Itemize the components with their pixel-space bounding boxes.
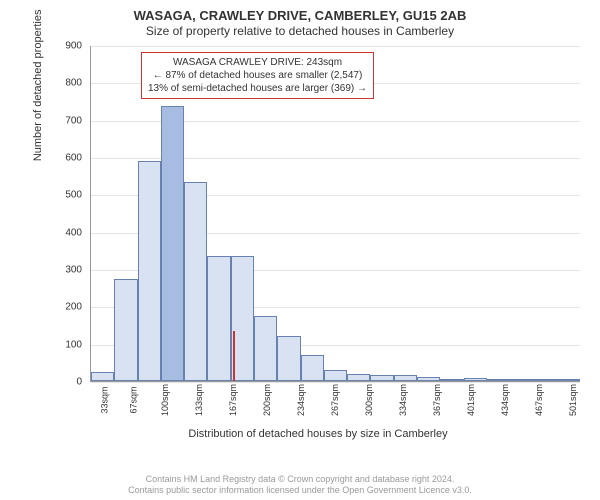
y-tick: 800 bbox=[65, 78, 82, 89]
y-axis-label: Number of detached properties bbox=[32, 10, 44, 162]
footer-line-2: Contains public sector information licen… bbox=[0, 485, 600, 496]
y-tick: 600 bbox=[65, 153, 82, 164]
y-axis: 0100200300400500600700800900 bbox=[56, 46, 86, 416]
y-tick: 700 bbox=[65, 115, 82, 126]
footer-attribution: Contains HM Land Registry data © Crown c… bbox=[0, 474, 600, 496]
x-tick: 100sqm bbox=[148, 382, 182, 416]
bar bbox=[138, 161, 161, 381]
bar bbox=[394, 375, 417, 381]
bar bbox=[161, 106, 184, 381]
bar bbox=[440, 379, 463, 381]
chart-container: WASAGA, CRAWLEY DRIVE, CAMBERLEY, GU15 2… bbox=[0, 0, 600, 500]
footer-line-1: Contains HM Land Registry data © Crown c… bbox=[0, 474, 600, 485]
bar bbox=[510, 379, 533, 381]
bar bbox=[114, 279, 137, 381]
bar bbox=[487, 379, 510, 381]
chart-subtitle: Size of property relative to detached ho… bbox=[0, 23, 600, 38]
bar bbox=[464, 378, 487, 381]
bar bbox=[91, 372, 114, 381]
bar bbox=[207, 256, 230, 381]
x-tick: 300sqm bbox=[352, 382, 386, 416]
annot-line-3: 13% of semi-detached houses are larger (… bbox=[148, 82, 367, 95]
x-tick: 501sqm bbox=[556, 382, 590, 416]
x-tick: 367sqm bbox=[420, 382, 454, 416]
bar bbox=[184, 182, 207, 381]
x-tick: 467sqm bbox=[522, 382, 556, 416]
y-tick: 0 bbox=[76, 377, 82, 388]
annot-line-1: WASAGA CRAWLEY DRIVE: 243sqm bbox=[148, 56, 367, 69]
chart-title: WASAGA, CRAWLEY DRIVE, CAMBERLEY, GU15 2… bbox=[0, 0, 600, 23]
bar bbox=[301, 355, 324, 381]
x-tick: 67sqm bbox=[117, 384, 151, 413]
bar bbox=[370, 375, 393, 381]
y-tick: 200 bbox=[65, 302, 82, 313]
annotation-box: WASAGA CRAWLEY DRIVE: 243sqm ← 87% of de… bbox=[141, 52, 374, 99]
y-tick: 100 bbox=[65, 339, 82, 350]
annot-line-2: ← 87% of detached houses are smaller (2,… bbox=[148, 69, 367, 82]
bar bbox=[277, 336, 300, 381]
bar bbox=[347, 374, 370, 381]
bar bbox=[254, 316, 277, 381]
y-tick: 500 bbox=[65, 190, 82, 201]
x-tick: 334sqm bbox=[386, 382, 420, 416]
x-tick: 267sqm bbox=[318, 382, 352, 416]
bar bbox=[324, 370, 347, 381]
y-tick: 900 bbox=[65, 41, 82, 52]
x-tick: 133sqm bbox=[182, 382, 216, 416]
bar bbox=[417, 377, 440, 381]
x-tick: 434sqm bbox=[488, 382, 522, 416]
bar bbox=[557, 379, 580, 381]
x-axis-ticks: 33sqm67sqm100sqm133sqm167sqm200sqm234sqm… bbox=[90, 382, 580, 416]
x-tick: 234sqm bbox=[284, 382, 318, 416]
x-tick: 534sqm bbox=[590, 382, 600, 416]
bar bbox=[533, 379, 556, 381]
marker-line bbox=[233, 331, 235, 381]
y-tick: 400 bbox=[65, 227, 82, 238]
y-tick: 300 bbox=[65, 265, 82, 276]
x-axis-label: Distribution of detached houses by size … bbox=[56, 428, 580, 440]
x-tick: 200sqm bbox=[250, 382, 284, 416]
plot-region: WASAGA CRAWLEY DRIVE: 243sqm ← 87% of de… bbox=[90, 46, 580, 382]
x-tick: 167sqm bbox=[216, 382, 250, 416]
x-tick: 401sqm bbox=[454, 382, 488, 416]
chart-area: Number of detached properties 0100200300… bbox=[56, 46, 580, 416]
